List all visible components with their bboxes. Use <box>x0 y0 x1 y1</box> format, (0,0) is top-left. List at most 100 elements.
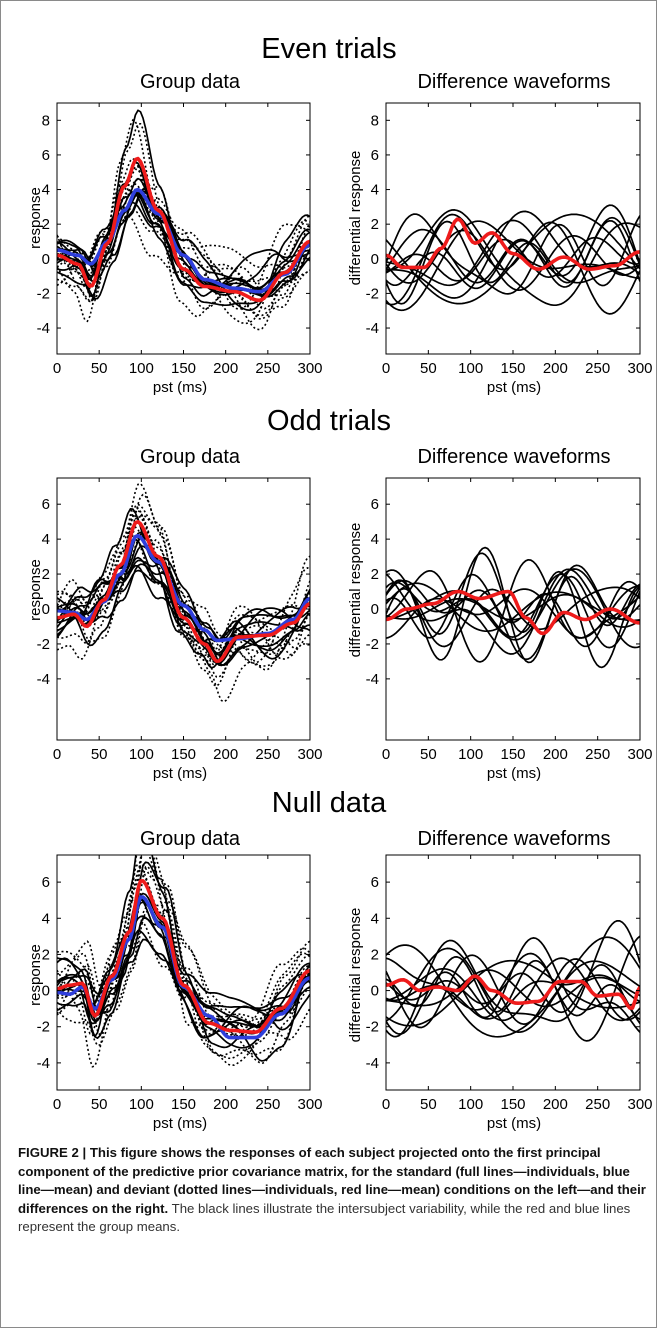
y-tick-label: -4 <box>37 320 50 337</box>
individual-trace-dotted <box>57 855 310 1065</box>
individual-trace <box>386 957 640 1020</box>
y-tick-label: -4 <box>37 671 50 688</box>
individual-trace <box>386 209 640 307</box>
x-tick-label: 100 <box>129 746 154 763</box>
individual-trace <box>386 558 640 663</box>
individual-trace <box>386 213 640 305</box>
individual-trace <box>386 969 640 1008</box>
individual-trace <box>386 573 640 648</box>
y-tick-label: 0 <box>42 983 50 1000</box>
x-tick-label: 150 <box>171 746 196 763</box>
plot-odd-difference: 0 50 100 150 200 250 300 -4 -2 0 2 4 6 <box>366 477 653 763</box>
x-tick-label: 300 <box>627 360 652 377</box>
figure-caption: FIGURE 2 | This figure shows the respons… <box>18 1144 650 1237</box>
y-axis-label: differential response <box>347 151 364 286</box>
x-tick-label: 50 <box>91 360 108 377</box>
individual-trace <box>386 564 640 661</box>
x-axis-label: pst (ms) <box>487 379 541 396</box>
individual-trace-dotted <box>57 214 310 289</box>
x-tick-label: 50 <box>91 746 108 763</box>
y-tick-label: 4 <box>42 910 50 927</box>
individual-trace <box>386 213 640 295</box>
x-tick-label: 250 <box>255 746 280 763</box>
individual-trace-dotted <box>57 503 310 671</box>
individual-trace <box>57 531 310 660</box>
x-tick-label: 300 <box>627 1096 652 1113</box>
y-tick-label: -2 <box>366 285 379 302</box>
y-tick-label: -2 <box>37 285 50 302</box>
y-tick-label: 2 <box>371 216 379 233</box>
standard-mean-line <box>57 187 310 294</box>
individual-trace-dotted <box>57 509 310 650</box>
caption-bold: FIGURE 2 | This figure shows the respons… <box>18 1145 646 1216</box>
individual-trace-dotted <box>57 525 310 663</box>
individual-trace <box>386 954 640 1029</box>
y-tick-label: 2 <box>371 566 379 583</box>
individual-trace-dotted <box>57 861 310 1057</box>
figure-panels: Even trials Group data Difference wavefo… <box>27 33 653 1132</box>
individual-trace-dotted <box>57 920 310 1029</box>
individual-trace-dotted <box>57 192 310 317</box>
mean-difference-line <box>386 217 640 271</box>
individual-trace-dotted <box>57 493 310 703</box>
y-tick-label: -4 <box>366 1055 379 1072</box>
x-tick-label: 200 <box>543 1096 568 1113</box>
x-tick-label: 150 <box>500 360 525 377</box>
panel-title: Difference waveforms <box>417 71 610 93</box>
individual-trace <box>386 229 640 292</box>
y-tick-label: 8 <box>42 112 50 129</box>
individual-trace <box>386 919 640 1038</box>
y-axis-label: response <box>27 944 44 1006</box>
x-tick-label: 200 <box>213 1096 238 1113</box>
y-tick-label: 2 <box>42 566 50 583</box>
individual-trace-dotted <box>57 533 310 649</box>
x-tick-label: 0 <box>382 1096 390 1113</box>
individual-trace-dotted <box>57 855 310 1068</box>
x-tick-label: 50 <box>420 360 437 377</box>
x-tick-label: 50 <box>91 1096 108 1113</box>
individual-trace <box>386 573 640 649</box>
y-tick-label: 0 <box>371 251 379 268</box>
y-tick-label: -2 <box>37 1019 50 1036</box>
y-tick-label: 4 <box>42 531 50 548</box>
individual-trace <box>386 947 640 1033</box>
y-tick-label: 4 <box>42 182 50 199</box>
axes-frame <box>56 102 311 355</box>
y-tick-label: 6 <box>42 147 50 164</box>
individual-trace-dotted <box>57 855 310 1067</box>
panel-title: Group data <box>140 71 241 93</box>
y-axis-label: differential response <box>347 908 364 1043</box>
individual-trace-dotted <box>57 482 310 667</box>
x-tick-label: 250 <box>585 746 610 763</box>
section-title: Null data <box>272 787 387 819</box>
y-tick-label: 4 <box>371 531 379 548</box>
individual-trace <box>386 964 640 1021</box>
x-tick-label: 150 <box>500 1096 525 1113</box>
individual-trace-dotted <box>57 507 310 679</box>
x-tick-label: 200 <box>543 746 568 763</box>
deviant-mean-line <box>57 520 310 663</box>
individual-trace <box>57 895 310 1028</box>
individual-trace-dotted <box>57 168 310 310</box>
x-tick-label: 200 <box>213 746 238 763</box>
y-axis-label: response <box>27 559 44 621</box>
y-tick-label: 0 <box>42 251 50 268</box>
x-tick-label: 150 <box>171 360 196 377</box>
x-tick-label: 200 <box>213 360 238 377</box>
individual-trace <box>386 935 640 1042</box>
axes-frame <box>385 102 641 355</box>
y-tick-label: -2 <box>366 636 379 653</box>
deviant-mean-line <box>57 879 310 1034</box>
x-axis-label: pst (ms) <box>487 1115 541 1132</box>
x-tick-label: 250 <box>255 1096 280 1113</box>
x-tick-label: 300 <box>297 360 322 377</box>
y-tick-label: 6 <box>371 496 379 513</box>
individual-trace <box>386 936 640 1038</box>
individual-trace-dotted <box>57 122 310 331</box>
y-axis-label: differential response <box>347 523 364 658</box>
y-tick-label: 4 <box>371 910 379 927</box>
individual-trace <box>386 213 640 315</box>
individual-trace-dotted <box>57 177 310 310</box>
y-tick-label: 6 <box>371 147 379 164</box>
panel-title: Group data <box>140 446 241 468</box>
